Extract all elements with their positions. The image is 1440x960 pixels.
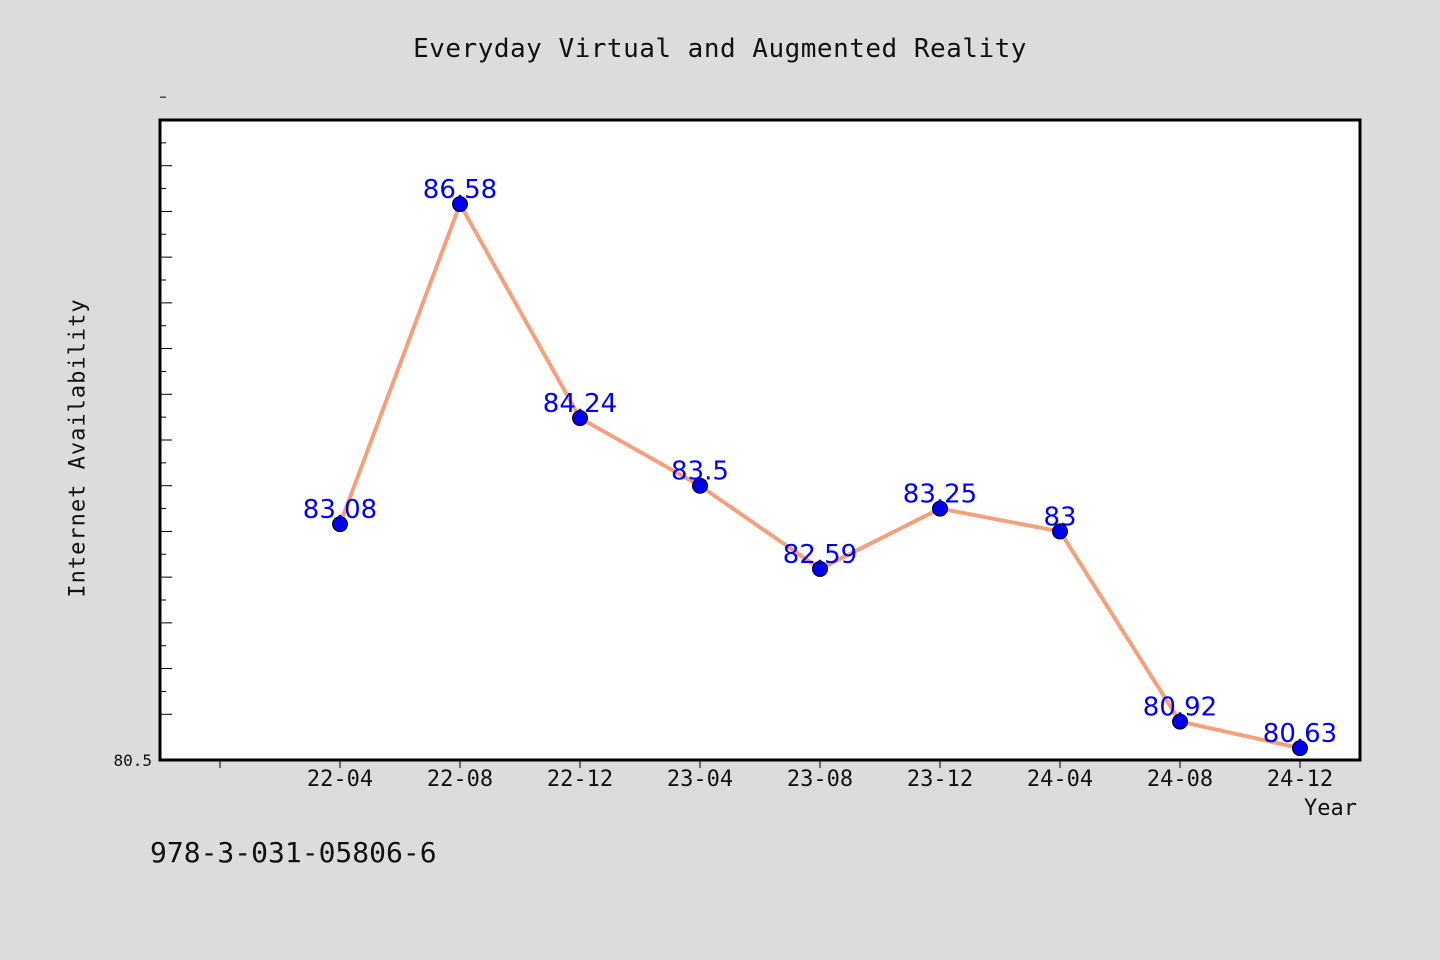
x-tick-label: 24-04 [1027,767,1093,792]
x-tick-label: 22-08 [427,767,493,792]
data-label: 83.08 [303,495,377,525]
data-label: 82.59 [783,540,857,570]
data-label: 83.5 [671,457,729,487]
data-label: 83 [1043,502,1076,532]
x-tick-label: 24-08 [1147,767,1213,792]
data-point [1172,713,1188,730]
data-point [572,410,588,427]
x-tick-label: 22-04 [307,767,373,792]
footer-isbn: 978-3-031-05806-6 [150,836,437,869]
data-label: 83.25 [903,480,977,510]
x-tick-label: 23-08 [787,767,853,792]
data-point [332,516,348,533]
y-axis-label: Internet Availability [65,298,91,598]
y-tick-label: 80.5 [113,751,152,770]
data-label: 86.58 [423,175,497,205]
chart-title: Everyday Virtual and Augmented Reality [413,34,1027,64]
data-point [932,500,948,517]
x-tick-label: 24-12 [1267,767,1333,792]
data-point [452,196,468,213]
data-label: 80.92 [1143,693,1217,723]
data-label: 80.63 [1263,719,1337,749]
data-point [1292,740,1308,757]
x-axis-label: Year [1304,796,1357,821]
data-label: 84.24 [543,389,617,419]
x-tick-label: 23-12 [907,767,973,792]
data-point [1052,523,1068,540]
data-point [812,560,828,577]
plot-area [158,118,1362,762]
x-tick-label: 23-04 [667,767,733,792]
x-tick-label: 22-12 [547,767,613,792]
data-point [692,477,708,494]
